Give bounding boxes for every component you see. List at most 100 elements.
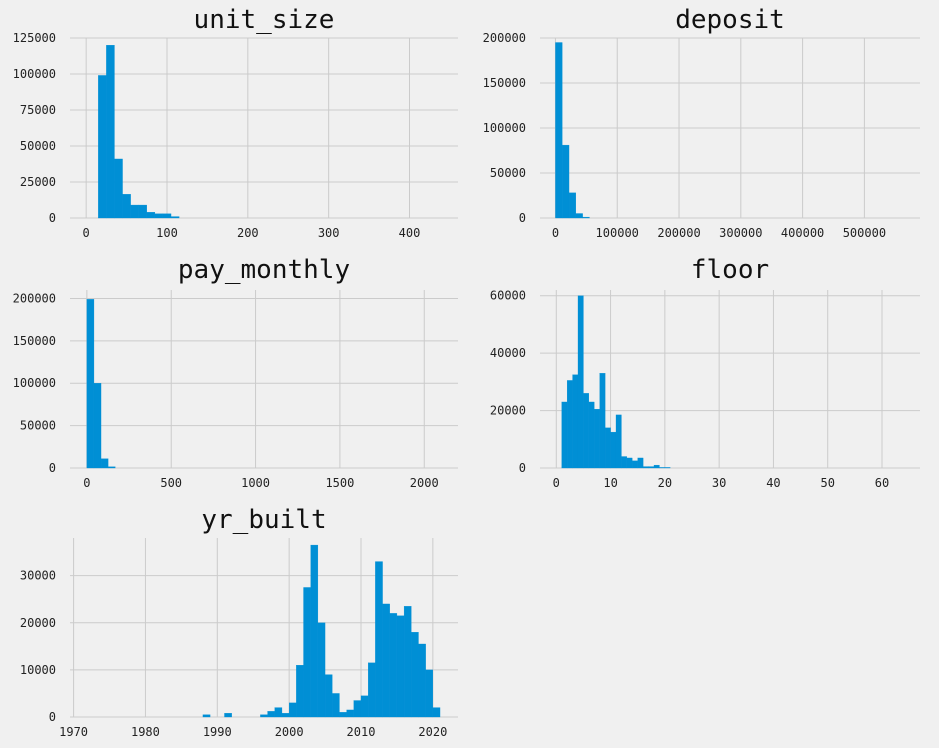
- histogram-bar: [642, 466, 649, 469]
- histogram-bar: [615, 414, 622, 469]
- histogram-bar: [267, 711, 275, 718]
- x-tick-label: 500: [160, 476, 182, 490]
- histogram-bar: [575, 213, 583, 219]
- x-tick-label: 200000: [657, 226, 700, 240]
- histogram-bar: [281, 713, 290, 718]
- histogram-bar: [339, 712, 347, 718]
- histogram-bar: [418, 643, 426, 718]
- subplot-title: yr_built: [201, 505, 326, 535]
- x-tick-label: 400: [399, 226, 421, 240]
- y-tick-label: 0: [49, 211, 56, 225]
- histogram-bar: [106, 45, 115, 219]
- histogram-bar: [411, 632, 419, 718]
- y-tick-label: 60000: [490, 289, 526, 303]
- subplot-title: floor: [691, 255, 769, 285]
- subplot-pay-monthly: 0 500 1000 1500 2000 0 50000 100000 150000 200000…: [13, 255, 458, 490]
- y-tick-label: 50000: [490, 166, 526, 180]
- histogram-bar: [332, 693, 340, 718]
- x-tick-label: 400000: [781, 226, 824, 240]
- x-tick-label: 2010: [347, 725, 376, 739]
- histogram-bar: [114, 158, 123, 219]
- x-tick-label: 2000: [275, 725, 304, 739]
- y-tick-label: 0: [49, 461, 56, 475]
- histogram-bar: [274, 707, 283, 718]
- subplot-unit-size: 0 100 200 300 400 0 25000 50000 75000 100000 12500…: [13, 5, 458, 240]
- histogram-bar: [648, 466, 655, 469]
- histogram-bar: [577, 295, 584, 469]
- x-tick-label: 200: [237, 226, 259, 240]
- histogram-bar: [610, 431, 617, 469]
- subplot-yr-built: 1970 1980 1990 2000 2010 2020 0 10000 20000 30000…: [20, 505, 458, 739]
- histogram-bar: [360, 695, 369, 718]
- histogram-bar: [403, 606, 412, 718]
- y-tick-label: 150000: [483, 76, 526, 90]
- x-tick-label: 1980: [131, 725, 160, 739]
- histogram-bar: [562, 144, 570, 219]
- subplot-title: unit_size: [194, 5, 335, 35]
- histogram-bar: [100, 458, 109, 469]
- histogram-bar: [162, 213, 172, 219]
- x-tick-label: 40: [766, 476, 780, 490]
- x-tick-label: 1970: [59, 725, 88, 739]
- subplot-title: pay_monthly: [178, 255, 350, 285]
- histogram-bar: [98, 75, 107, 219]
- histogram-bar: [653, 464, 660, 469]
- histogram-bar: [368, 662, 376, 718]
- y-tick-label: 100000: [13, 376, 56, 390]
- x-tick-label: 100000: [596, 226, 639, 240]
- y-tick-label: 20000: [490, 404, 526, 418]
- histogram-bar: [382, 603, 390, 718]
- histogram-bar: [632, 460, 638, 469]
- histogram-bar: [202, 714, 211, 718]
- x-tick-label: 2000: [410, 476, 439, 490]
- histogram-bar: [317, 622, 326, 718]
- y-tick-label: 75000: [20, 103, 56, 117]
- x-tick-label: 1990: [203, 725, 232, 739]
- y-tick-label: 100000: [483, 121, 526, 135]
- histogram-bar: [146, 212, 156, 219]
- histogram-bar: [594, 408, 600, 469]
- y-tick-label: 125000: [13, 31, 56, 45]
- y-tick-label: 0: [49, 710, 56, 724]
- histogram-bar: [659, 467, 666, 469]
- histogram-bar: [425, 669, 434, 718]
- histogram-bar: [626, 457, 633, 469]
- x-tick-label: 100: [156, 226, 178, 240]
- histogram-bar: [288, 702, 297, 718]
- y-tick-label: 20000: [20, 616, 56, 630]
- histogram-bar: [346, 709, 354, 718]
- y-tick-label: 50000: [20, 419, 56, 433]
- plot-area: [70, 290, 458, 468]
- histogram-bar: [568, 192, 576, 219]
- histogram-bar: [664, 467, 671, 469]
- histogram-bar: [303, 587, 311, 718]
- y-tick-label: 150000: [13, 334, 56, 348]
- x-tick-label: 300000: [719, 226, 762, 240]
- histogram-bar: [353, 700, 362, 718]
- histogram-bar: [561, 401, 568, 469]
- y-tick-label: 50000: [20, 139, 56, 153]
- histogram-bar: [375, 561, 383, 718]
- histogram-bar: [621, 456, 628, 469]
- histogram-bar: [93, 383, 102, 469]
- histogram-bar: [396, 615, 405, 718]
- x-tick-label: 2020: [418, 725, 447, 739]
- bars: [202, 544, 441, 718]
- histogram-bar: [86, 299, 95, 469]
- subplot-title: deposit: [675, 5, 785, 35]
- x-tick-label: 0: [553, 476, 560, 490]
- histogram-bar: [138, 204, 147, 219]
- histogram-bar: [154, 213, 164, 219]
- histogram-bar: [260, 714, 268, 718]
- x-tick-label: 1000: [241, 476, 270, 490]
- histogram-bar: [582, 216, 590, 219]
- x-tick-label: 60: [875, 476, 889, 490]
- histogram-bar: [637, 457, 644, 469]
- x-tick-label: 0: [83, 226, 90, 240]
- x-tick-label: 10: [603, 476, 617, 490]
- histogram-bar: [224, 713, 232, 718]
- histogram-bar: [588, 401, 595, 469]
- histogram-bar: [170, 216, 180, 219]
- y-tick-label: 200000: [13, 291, 56, 305]
